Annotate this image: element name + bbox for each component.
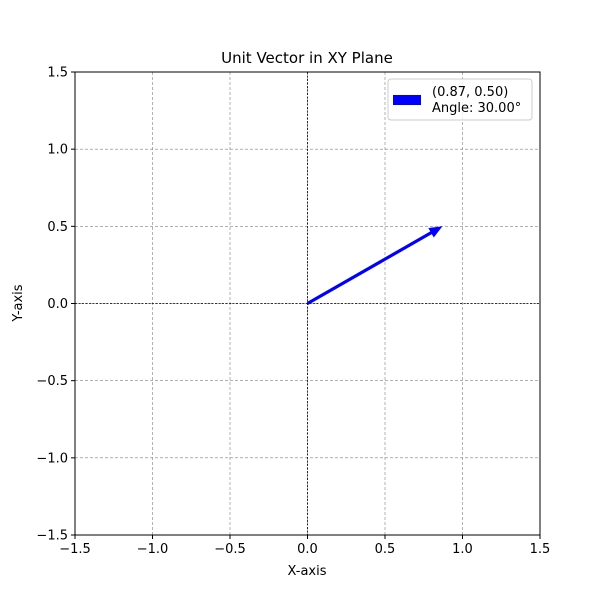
y-tick-label-5: 1.0 [47, 143, 68, 158]
x-axis-label: X-axis [288, 564, 327, 579]
legend-swatch [393, 95, 421, 105]
x-tick-label-1: −1.0 [137, 542, 169, 557]
unit-vector-arrow-0 [306, 226, 443, 305]
y-tick-label-0: −1.5 [36, 529, 68, 544]
y-tick-label-3: 0.0 [47, 297, 68, 312]
legend-entry-line1: (0.87, 0.50) [432, 85, 508, 100]
y-tick-label-1: −1.0 [36, 451, 68, 466]
x-tick-label-0: −1.5 [59, 542, 91, 557]
y-tick-label-4: 0.5 [47, 220, 68, 235]
legend-entry-line2: Angle: 30.00° [432, 101, 521, 116]
x-tick-label-3: 0.0 [297, 542, 318, 557]
legend: (0.87, 0.50) Angle: 30.00° [387, 78, 533, 121]
vector-layer [306, 226, 443, 305]
x-tick-label-4: 0.5 [375, 542, 396, 557]
x-ticks: −1.5 −1.0 −0.5 0.0 0.5 1.0 1.5 [59, 535, 550, 557]
y-tick-label-6: 1.5 [47, 66, 68, 81]
chart-title: Unit Vector in XY Plane [221, 49, 393, 67]
x-tick-label-5: 1.0 [452, 542, 473, 557]
y-ticks: −1.5 −1.0 −0.5 0.0 0.5 1.0 1.5 [36, 66, 75, 544]
y-tick-label-2: −0.5 [36, 374, 68, 389]
x-tick-label-6: 1.5 [530, 542, 551, 557]
legend-frame [387, 78, 533, 121]
x-tick-label-2: −0.5 [214, 542, 246, 557]
y-axis-label: Y-axis [11, 284, 26, 322]
